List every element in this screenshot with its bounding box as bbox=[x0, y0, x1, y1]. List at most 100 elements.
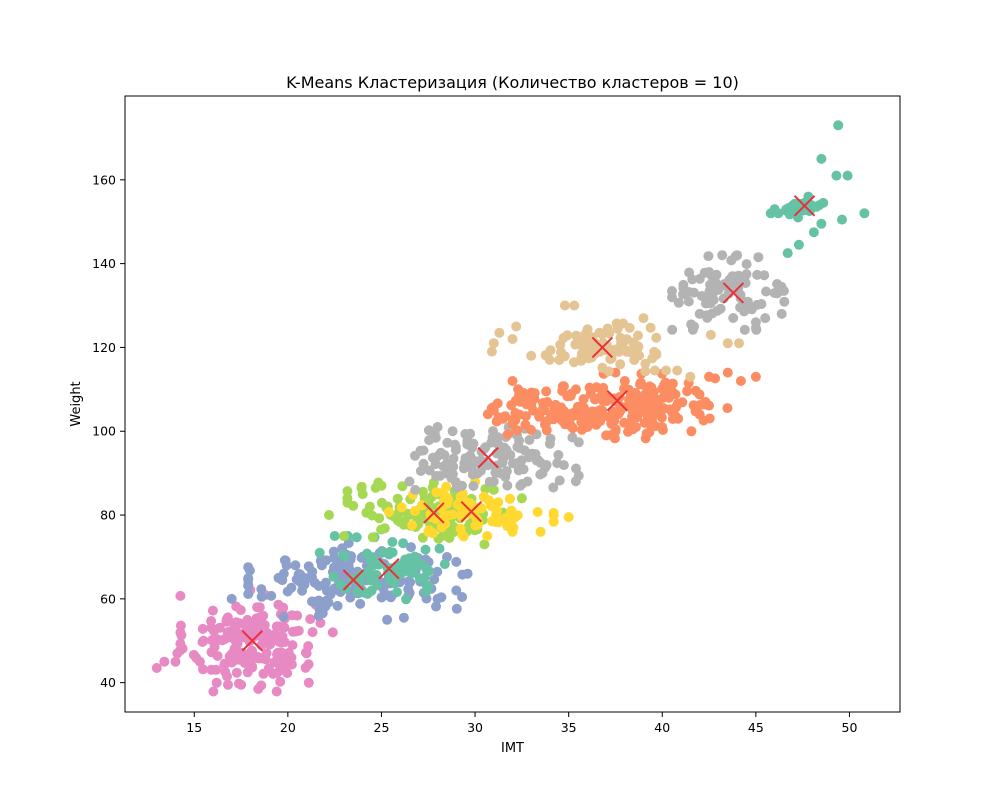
data-point bbox=[292, 610, 303, 621]
data-point bbox=[290, 626, 301, 637]
data-point bbox=[522, 476, 533, 487]
data-point bbox=[705, 297, 716, 308]
data-point bbox=[507, 526, 518, 537]
data-point bbox=[387, 547, 398, 558]
data-point bbox=[594, 346, 605, 357]
data-point bbox=[460, 453, 471, 464]
data-point bbox=[667, 414, 678, 424]
data-point bbox=[551, 409, 562, 420]
data-point bbox=[776, 308, 787, 319]
data-point bbox=[618, 338, 629, 349]
data-point bbox=[562, 330, 573, 341]
data-point bbox=[387, 537, 398, 547]
centroid-marker bbox=[722, 282, 745, 304]
y-tick-label: 80 bbox=[100, 508, 116, 523]
data-point bbox=[359, 587, 370, 598]
data-point bbox=[773, 208, 784, 219]
data-point bbox=[432, 451, 443, 462]
data-point bbox=[631, 340, 642, 351]
data-point bbox=[722, 367, 733, 378]
data-point bbox=[507, 418, 518, 429]
data-point bbox=[405, 577, 416, 588]
y-tick-label: 40 bbox=[100, 675, 116, 690]
data-point bbox=[243, 562, 254, 573]
data-point bbox=[470, 520, 481, 531]
data-point bbox=[590, 394, 600, 405]
data-point bbox=[633, 330, 643, 341]
data-point bbox=[300, 662, 311, 673]
data-point bbox=[648, 409, 659, 419]
data-point bbox=[842, 170, 853, 181]
data-point bbox=[226, 593, 237, 604]
data-point bbox=[722, 403, 733, 414]
data-point bbox=[277, 631, 288, 642]
data-point bbox=[528, 391, 539, 402]
data-point bbox=[486, 346, 497, 357]
data-point bbox=[535, 526, 546, 537]
data-point bbox=[650, 421, 661, 432]
data-point bbox=[314, 604, 325, 615]
data-point bbox=[502, 429, 513, 440]
data-point bbox=[355, 598, 366, 609]
data-point bbox=[479, 539, 490, 550]
data-point bbox=[640, 366, 651, 377]
data-point bbox=[342, 497, 353, 508]
centroid-marker bbox=[378, 557, 400, 580]
data-point bbox=[206, 664, 217, 675]
data-point bbox=[831, 170, 842, 181]
y-tick-label: 60 bbox=[100, 591, 116, 606]
data-point bbox=[741, 269, 752, 280]
data-point bbox=[231, 667, 242, 678]
data-point bbox=[537, 468, 548, 479]
data-point bbox=[222, 612, 233, 623]
data-point bbox=[468, 481, 479, 491]
data-point bbox=[528, 405, 539, 416]
data-point bbox=[563, 512, 574, 523]
data-point bbox=[808, 227, 819, 238]
data-point bbox=[209, 642, 220, 652]
data-point bbox=[357, 489, 368, 500]
data-point bbox=[632, 399, 643, 410]
data-point bbox=[176, 630, 187, 641]
data-point bbox=[430, 459, 441, 470]
data-point bbox=[396, 502, 407, 513]
data-point bbox=[548, 482, 559, 493]
data-point bbox=[479, 443, 490, 454]
data-point bbox=[735, 376, 746, 386]
data-point bbox=[301, 573, 312, 584]
data-point bbox=[220, 666, 231, 677]
data-point bbox=[570, 384, 581, 395]
x-axis-ticks: 15 20 25 30 35 40 45 50 bbox=[186, 712, 857, 735]
data-point bbox=[398, 612, 409, 623]
data-point bbox=[305, 614, 316, 625]
data-point bbox=[507, 458, 518, 469]
data-point bbox=[374, 513, 385, 524]
data-point bbox=[482, 531, 493, 541]
data-point bbox=[778, 285, 789, 296]
data-point bbox=[303, 561, 314, 572]
data-point bbox=[328, 571, 339, 582]
x-tick-label: 15 bbox=[186, 720, 202, 735]
data-point bbox=[667, 324, 678, 335]
data-point bbox=[739, 324, 750, 335]
data-point bbox=[254, 602, 265, 613]
data-point bbox=[224, 626, 235, 637]
data-point bbox=[514, 443, 525, 454]
data-point bbox=[449, 439, 460, 450]
data-point bbox=[686, 426, 697, 437]
data-point bbox=[491, 509, 502, 520]
data-point bbox=[683, 296, 694, 307]
data-point bbox=[678, 279, 689, 290]
data-point bbox=[741, 259, 752, 270]
data-point bbox=[407, 520, 418, 531]
data-point bbox=[746, 304, 757, 315]
data-point bbox=[587, 406, 598, 417]
data-point bbox=[410, 506, 420, 516]
data-point bbox=[488, 405, 499, 416]
data-point bbox=[458, 495, 469, 506]
data-point bbox=[759, 270, 770, 281]
data-point bbox=[253, 618, 264, 629]
data-point bbox=[688, 287, 699, 298]
data-point bbox=[619, 376, 630, 386]
data-point bbox=[722, 338, 733, 349]
